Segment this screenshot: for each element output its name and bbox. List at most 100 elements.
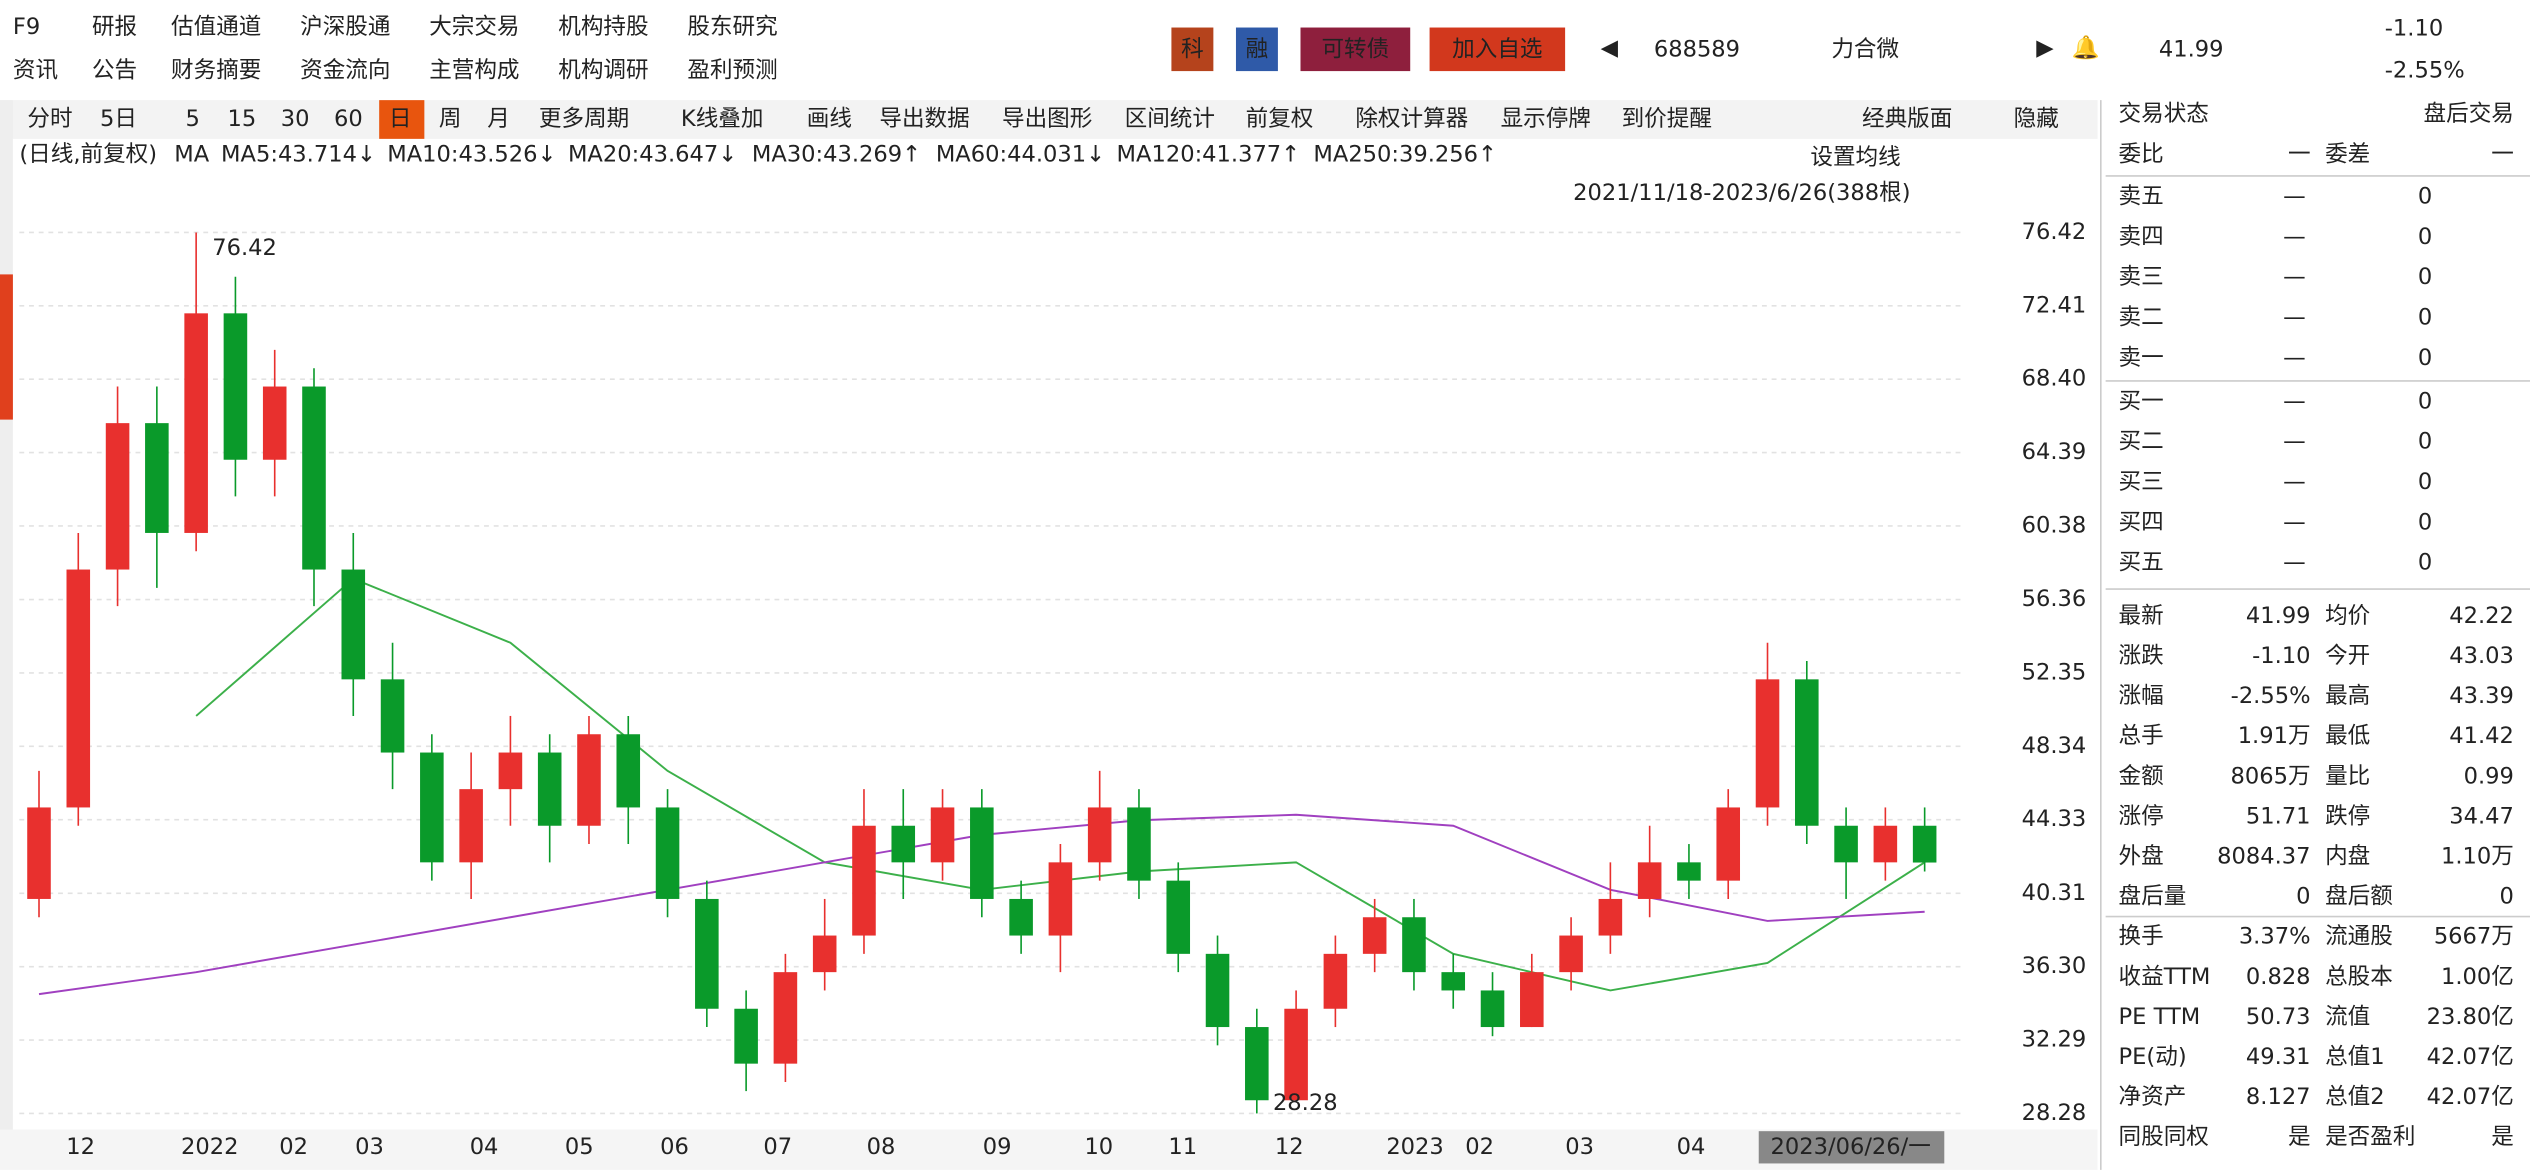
badge-bg[interactable] xyxy=(1171,27,1214,72)
candle-body xyxy=(66,569,91,808)
toolbar-item[interactable]: 导出数据 xyxy=(879,106,969,132)
order-label: 卖五 xyxy=(2119,183,2164,209)
order-price: — xyxy=(2283,550,2306,576)
candle-body xyxy=(695,898,719,1009)
y-tick-label: 48.34 xyxy=(2022,733,2087,759)
candle-body xyxy=(27,807,51,899)
stat-label: PE TTM xyxy=(2119,1004,2201,1030)
x-tick-label: 09 xyxy=(983,1134,1012,1160)
toolbar-item[interactable]: 月 xyxy=(487,106,510,132)
candle-body xyxy=(420,752,444,863)
badge[interactable]: 可转债 xyxy=(1321,37,1389,63)
nav-link[interactable]: 机构调研 xyxy=(558,58,648,84)
order-label: 卖二 xyxy=(2119,304,2164,330)
toolbar-item[interactable]: 分时 xyxy=(27,106,72,132)
nav-link[interactable]: F9 xyxy=(13,14,40,40)
candle-body xyxy=(773,972,798,1064)
candle-body xyxy=(341,569,366,680)
candle-body xyxy=(1873,825,1898,863)
candle-body xyxy=(1441,972,1466,991)
nav-link[interactable]: 研报 xyxy=(92,14,137,40)
ma-legend: MA30:43.269↑ xyxy=(752,141,921,167)
toolbar-item[interactable]: 更多周期 xyxy=(539,106,629,132)
toolbar-item[interactable]: 周 xyxy=(439,106,462,132)
toolbar-item[interactable]: 60 xyxy=(334,106,363,132)
candle-body xyxy=(1166,880,1191,954)
toolbar-item[interactable]: 导出图形 xyxy=(1002,106,1092,132)
order-price: — xyxy=(2283,509,2306,535)
stat-value: 50.73 xyxy=(2246,1004,2311,1030)
next-arrow[interactable]: ▶ xyxy=(2036,35,2054,61)
nav-link[interactable]: 财务摘要 xyxy=(171,58,261,84)
toolbar-item[interactable]: 经典版面 xyxy=(1862,106,1952,132)
nav-link[interactable]: 盈利预测 xyxy=(687,58,777,84)
stat-label: 总股本 xyxy=(2325,964,2393,990)
toolbar-bg xyxy=(0,100,2098,139)
settings[interactable]: 设置均线 xyxy=(1810,145,1900,171)
stat-label: 最高 xyxy=(2325,683,2370,709)
stat-label: 最低 xyxy=(2325,723,2370,749)
stat-label: 内盘 xyxy=(2325,844,2370,870)
nav-link[interactable]: 主营构成 xyxy=(429,58,519,84)
toolbar-item[interactable]: 隐藏 xyxy=(2014,106,2059,132)
x-tick-label: 07 xyxy=(763,1134,792,1160)
stat-label: 总值1 xyxy=(2325,1044,2385,1070)
stat-label: 外盘 xyxy=(2119,844,2164,870)
candle-body xyxy=(1559,935,1583,973)
toolbar-item[interactable]: 15 xyxy=(228,106,257,132)
stat-value: 0 xyxy=(2499,884,2513,910)
candle-body xyxy=(1205,953,1230,1028)
badge[interactable]: 科 xyxy=(1181,37,1204,63)
bell[interactable]: 🔔 xyxy=(2072,35,2100,61)
stat-label: 流值 xyxy=(2325,1004,2370,1030)
nav-link[interactable]: 沪深股通 xyxy=(300,14,390,40)
stat-label: 总值2 xyxy=(2325,1084,2385,1110)
toolbar-item[interactable]: 5日 xyxy=(100,106,137,132)
nav-link[interactable]: 大宗交易 xyxy=(429,14,519,40)
legend-ma: MA xyxy=(174,141,209,167)
candle-body xyxy=(1048,862,1073,936)
order-price: — xyxy=(2283,224,2306,250)
badge-bg[interactable] xyxy=(1300,27,1411,72)
x-tick-label: 10 xyxy=(1084,1134,1113,1160)
toolbar-active-bg[interactable] xyxy=(379,100,425,139)
nav-link[interactable]: 估值通道 xyxy=(171,14,261,40)
toolbar-item[interactable]: 前复权 xyxy=(1246,106,1314,132)
stock-code: 688589 xyxy=(1654,37,1740,63)
nav-link[interactable]: 资金流向 xyxy=(300,58,390,84)
toolbar-item[interactable]: 区间统计 xyxy=(1125,106,1215,132)
stat-label: 金额 xyxy=(2119,763,2164,789)
toolbar-item[interactable]: 5 xyxy=(186,106,200,132)
nav-link[interactable]: 股东研究 xyxy=(687,14,777,40)
x-tick-label: 2022 xyxy=(181,1134,238,1160)
candle-body xyxy=(1912,825,1937,863)
toolbar-item[interactable]: 日 xyxy=(389,106,412,132)
stat-value: 8.127 xyxy=(2246,1084,2311,1110)
badge-bg[interactable] xyxy=(1429,27,1566,72)
prev-arrow[interactable]: ◀ xyxy=(1601,35,1619,61)
nav-link[interactable]: 机构持股 xyxy=(558,14,648,40)
order-volume: 0 xyxy=(2418,509,2432,535)
nav-link[interactable]: 资讯 xyxy=(13,58,58,84)
stat-label: 收益TTM xyxy=(2119,964,2211,990)
toolbar-item[interactable]: 除权计算器 xyxy=(1355,106,1468,132)
nav-link[interactable]: 公告 xyxy=(92,58,137,84)
toolbar-item[interactable]: K线叠加 xyxy=(681,106,764,132)
toolbar-item[interactable]: 画线 xyxy=(807,106,852,132)
stat-label: 今开 xyxy=(2325,643,2370,669)
toolbar-item[interactable]: 到价提醒 xyxy=(1622,106,1712,132)
badge[interactable]: 融 xyxy=(1246,37,1269,63)
order-label: 卖一 xyxy=(2119,345,2164,371)
toolbar-item[interactable]: 30 xyxy=(281,106,310,132)
x-tick-label: 03 xyxy=(355,1134,384,1160)
badge-bg[interactable] xyxy=(1235,27,1278,72)
order-label: 卖四 xyxy=(2119,224,2164,250)
status-value: 盘后交易 xyxy=(2424,101,2514,127)
toolbar-item[interactable]: 显示停牌 xyxy=(1501,106,1591,132)
order-volume: 0 xyxy=(2418,550,2432,576)
badge[interactable]: 加入自选 xyxy=(1452,37,1542,63)
x-tick-label: 03 xyxy=(1565,1134,1594,1160)
candle-body xyxy=(537,752,562,826)
stat-value: 0.828 xyxy=(2246,964,2311,990)
